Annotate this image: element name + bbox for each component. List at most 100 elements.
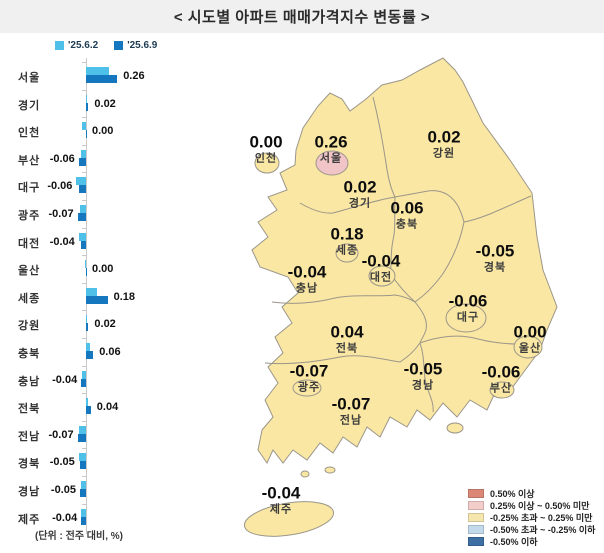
bar-row: 서울 0.26 xyxy=(0,62,240,90)
bar-s2 xyxy=(86,351,94,359)
axis-tick xyxy=(82,62,87,63)
bar-region-label: 울산 xyxy=(18,265,41,278)
bar-s1 xyxy=(81,508,86,517)
axis-tick xyxy=(82,448,87,450)
bar-region-label: 대구 xyxy=(18,182,41,195)
axis-tick xyxy=(82,393,87,395)
bar-row: 대전 -0.04 xyxy=(0,227,240,256)
ulsan-region xyxy=(513,335,543,359)
bar-value-label: 0.00 xyxy=(92,263,114,276)
legend-item-week2: '25.6.9 xyxy=(114,40,157,51)
map-legend-swatch-icon xyxy=(468,501,484,510)
map-region-value: -0.07 xyxy=(331,394,371,414)
bar-s1 xyxy=(78,232,86,241)
map-legend-label: -0.25% 초과 ~ 0.25% 미만 xyxy=(490,513,593,523)
bar-s2 xyxy=(86,75,118,83)
bar-region-label: 인천 xyxy=(18,127,41,140)
map-region-label: 0.00 인천 xyxy=(249,134,282,165)
bar-value-label: 0.00 xyxy=(92,125,114,138)
map-region-name: 인천 xyxy=(254,152,278,165)
axis-tick xyxy=(82,365,87,367)
axis-tick xyxy=(82,310,87,312)
bar-s1 xyxy=(86,398,89,407)
bar-row: 충남 -0.04 xyxy=(0,365,240,394)
map-region-name: 경기 xyxy=(348,197,372,210)
bar-row: 세종 0.18 xyxy=(0,282,240,311)
bar-value-label: 0.18 xyxy=(113,290,136,303)
map-region-value: -0.07 xyxy=(289,361,329,381)
map-legend-item: -0.25% 초과 ~ 0.25% 미만 xyxy=(468,512,595,523)
map-region-value: -0.04 xyxy=(261,483,301,503)
map-region-name: 경남 xyxy=(411,379,435,392)
islet-3 xyxy=(300,470,310,478)
bar-value-label: -0.04 xyxy=(52,373,78,386)
axis-tick xyxy=(82,89,87,91)
bar-s2 xyxy=(80,461,86,470)
bar-s1 xyxy=(84,260,86,269)
bar-row: 부산 -0.06 xyxy=(0,144,240,173)
border-gangwon-south xyxy=(394,190,532,223)
bar-row: 경기 0.02 xyxy=(0,89,240,118)
bar-s1 xyxy=(86,94,88,103)
series1-label: '25.6.2 xyxy=(68,40,99,51)
map-region-name: 세종 xyxy=(335,244,359,257)
map-region-label: 0.06 충북 xyxy=(390,200,423,231)
bar-s2 xyxy=(86,130,87,139)
bar-s1 xyxy=(82,122,86,131)
map-region-label: -0.05 경북 xyxy=(476,243,515,274)
bar-value-label: -0.05 xyxy=(49,456,75,469)
islet-1 xyxy=(446,422,464,434)
bar-s2 xyxy=(78,185,86,194)
map-region-label: -0.04 제주 xyxy=(262,485,301,516)
axis-tick xyxy=(82,503,87,505)
bar-s1 xyxy=(86,315,88,324)
unit-footnote: (단위 : 전주 대비, %) xyxy=(35,531,123,542)
bar-row: 제주 -0.04 xyxy=(0,503,240,532)
bar-s1 xyxy=(78,425,86,434)
bar-row: 대구 -0.06 xyxy=(0,172,240,200)
map-region-label: 0.04 전북 xyxy=(330,324,363,355)
map-region-name: 전남 xyxy=(339,414,363,427)
bar-s1 xyxy=(86,287,97,296)
map-region-label: 0.00 울산 xyxy=(513,324,546,355)
bar-s2 xyxy=(81,378,86,387)
bar-s2 xyxy=(77,213,86,221)
border-gyeongbuk-gyeongnam xyxy=(419,335,519,345)
map-legend-swatch-icon xyxy=(468,489,484,498)
bar-value-label: -0.07 xyxy=(48,208,74,220)
series2-swatch-icon xyxy=(114,41,124,50)
bar-s2 xyxy=(81,516,86,525)
bar-chart: 서울 0.26 경기 0.02 인천 0.00 부산 -0.06 대구 -0.06 광주 -0.07 대… xyxy=(0,58,240,534)
map-region-value: 0.06 xyxy=(390,198,424,218)
bar-row: 광주 -0.07 xyxy=(0,200,240,228)
map-region-value: -0.04 xyxy=(361,251,401,271)
map-region-label: -0.07 광주 xyxy=(290,363,329,394)
bar-value-label: 0.02 xyxy=(94,97,116,110)
bar-s1 xyxy=(86,67,109,75)
bar-s1 xyxy=(81,481,86,489)
bar-value-label: 0.26 xyxy=(123,70,145,82)
map-region-value: -0.06 xyxy=(448,291,488,311)
bar-s1 xyxy=(78,453,86,462)
map-region-label: -0.06 대구 xyxy=(449,293,488,324)
map-region-name: 강원 xyxy=(432,147,456,160)
bar-s2 xyxy=(86,102,89,111)
map-region-label: 0.26 서울 xyxy=(314,134,347,165)
map-region-name: 전북 xyxy=(335,342,359,355)
bar-region-label: 부산 xyxy=(18,154,41,167)
map-legend-swatch-icon xyxy=(468,537,484,546)
map-region-value: 0.00 xyxy=(513,322,547,342)
bar-row: 울산 0.00 xyxy=(0,255,240,283)
border-gyeonggi-gangwon xyxy=(372,96,396,198)
bar-value-label: -0.07 xyxy=(48,428,74,441)
map-region-label: -0.04 충남 xyxy=(288,264,327,295)
map-region-label: 0.02 경기 xyxy=(343,179,376,210)
map-region-value: 0.02 xyxy=(343,177,377,197)
bar-s2 xyxy=(78,157,86,166)
islet-2 xyxy=(324,466,336,474)
jeju-island xyxy=(243,501,335,537)
axis-tick xyxy=(82,255,87,257)
border-gyeonggi-south xyxy=(299,196,396,214)
map-legend-label: 0.50% 이상 xyxy=(490,489,535,499)
